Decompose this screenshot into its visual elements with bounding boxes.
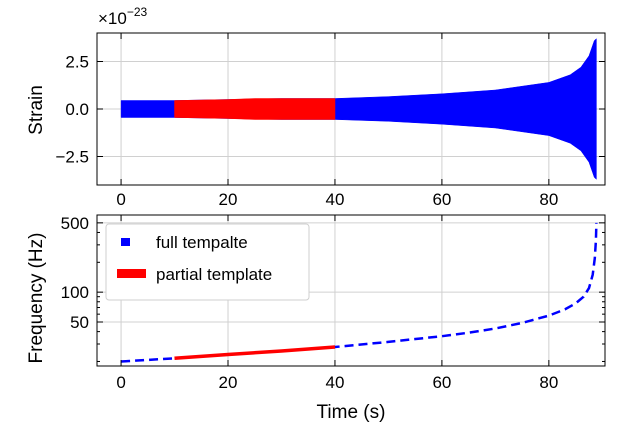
strain-x-tick-label: 20 bbox=[219, 190, 238, 209]
frequency-x-tick-label: 40 bbox=[325, 373, 344, 392]
strain-y-axis-title: Strain bbox=[26, 85, 47, 135]
frequency-y-tick-label: 100 bbox=[61, 283, 89, 302]
frequency-y-tick-label: 500 bbox=[61, 214, 89, 233]
strain-series bbox=[120, 38, 597, 180]
frequency-axes-frame bbox=[96, 214, 606, 367]
frequency-y-tick-label: 50 bbox=[70, 313, 89, 332]
frequency-ticks: 0 20 40 60 80 500 100 50 bbox=[61, 214, 605, 392]
frequency-panel: 0 20 40 60 80 500 100 50 Frequency (Hz) Time (s… bbox=[26, 214, 606, 423]
strain-y-tick-label: 2.5 bbox=[65, 53, 89, 72]
legend-label-full: full tempalte bbox=[156, 233, 248, 252]
frequency-series bbox=[121, 222, 598, 363]
strain-offset-text: ×10−23 bbox=[98, 5, 148, 28]
strain-x-tick-label: 0 bbox=[116, 190, 125, 209]
legend-box bbox=[105, 223, 310, 301]
legend-swatch-full bbox=[121, 238, 130, 246]
strain-y-tick-label: 0.0 bbox=[65, 100, 89, 119]
legend-label-partial: partial template bbox=[156, 265, 272, 284]
strain-partial-template-waveform bbox=[174, 98, 336, 120]
strain-x-tick-label: 80 bbox=[539, 190, 558, 209]
frequency-x-tick-label: 80 bbox=[539, 373, 558, 392]
strain-x-tick-label: 40 bbox=[325, 190, 344, 209]
strain-x-tick-label: 60 bbox=[432, 190, 451, 209]
frequency-x-tick-label: 20 bbox=[219, 373, 238, 392]
frequency-legend: full tempalte partial template bbox=[105, 223, 310, 301]
frequency-x-tick-label: 0 bbox=[116, 373, 125, 392]
frequency-partial-template-line bbox=[174, 345, 336, 361]
legend-swatch-partial bbox=[117, 269, 146, 278]
strain-y-tick-label: −2.5 bbox=[55, 148, 89, 167]
strain-panel: 0 20 40 60 80 2.5 0.0 −2.5 ×10−23 Strain bbox=[26, 5, 606, 209]
time-x-axis-title: Time (s) bbox=[317, 402, 386, 423]
strain-ticks: 0 20 40 60 80 2.5 0.0 −2.5 bbox=[55, 33, 605, 209]
frequency-y-axis-title: Frequency (Hz) bbox=[26, 233, 47, 364]
frequency-x-tick-label: 60 bbox=[432, 373, 451, 392]
